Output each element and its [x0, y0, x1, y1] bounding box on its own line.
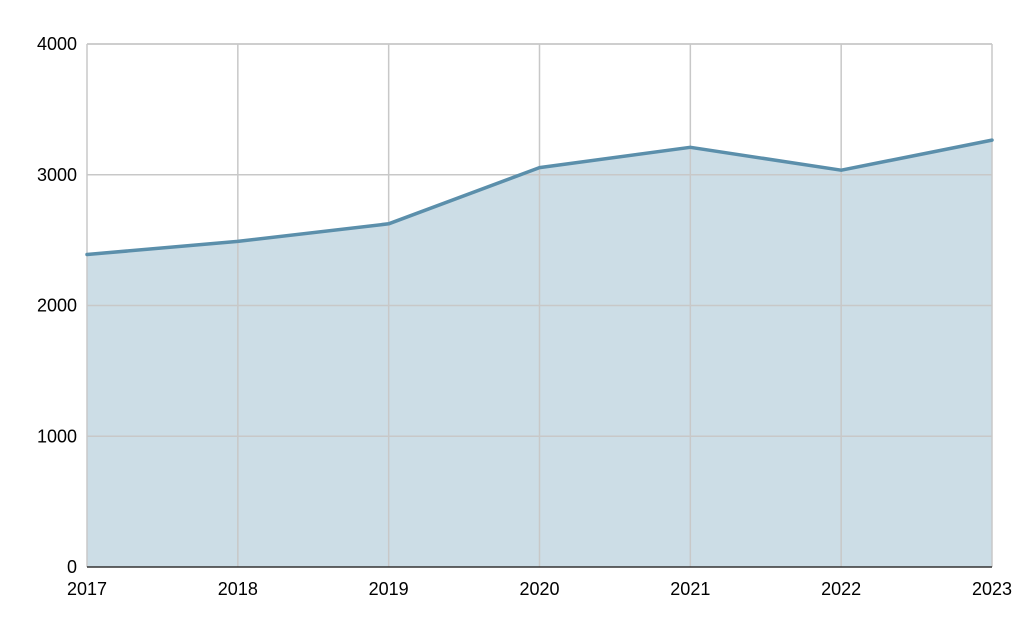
- x-tick-label: 2018: [218, 579, 258, 599]
- x-tick-label: 2020: [519, 579, 559, 599]
- x-tick-label: 2022: [821, 579, 861, 599]
- y-tick-label: 1000: [37, 426, 77, 446]
- y-tick-label: 0: [67, 557, 77, 577]
- x-tick-label: 2017: [67, 579, 107, 599]
- x-axis-ticks: 2017 2018 2019 2020 2021 2022 2023: [67, 579, 1012, 599]
- y-tick-label: 2000: [37, 296, 77, 316]
- y-axis-ticks: 0 1000 2000 3000 4000: [37, 34, 77, 577]
- y-tick-label: 3000: [37, 165, 77, 185]
- x-tick-label: 2023: [972, 579, 1012, 599]
- line-series-0: [85, 138, 994, 257]
- axes: [87, 43, 992, 568]
- y-tick-label: 4000: [37, 34, 77, 54]
- x-tick-label: 2019: [369, 579, 409, 599]
- x-tick-label: 2021: [670, 579, 710, 599]
